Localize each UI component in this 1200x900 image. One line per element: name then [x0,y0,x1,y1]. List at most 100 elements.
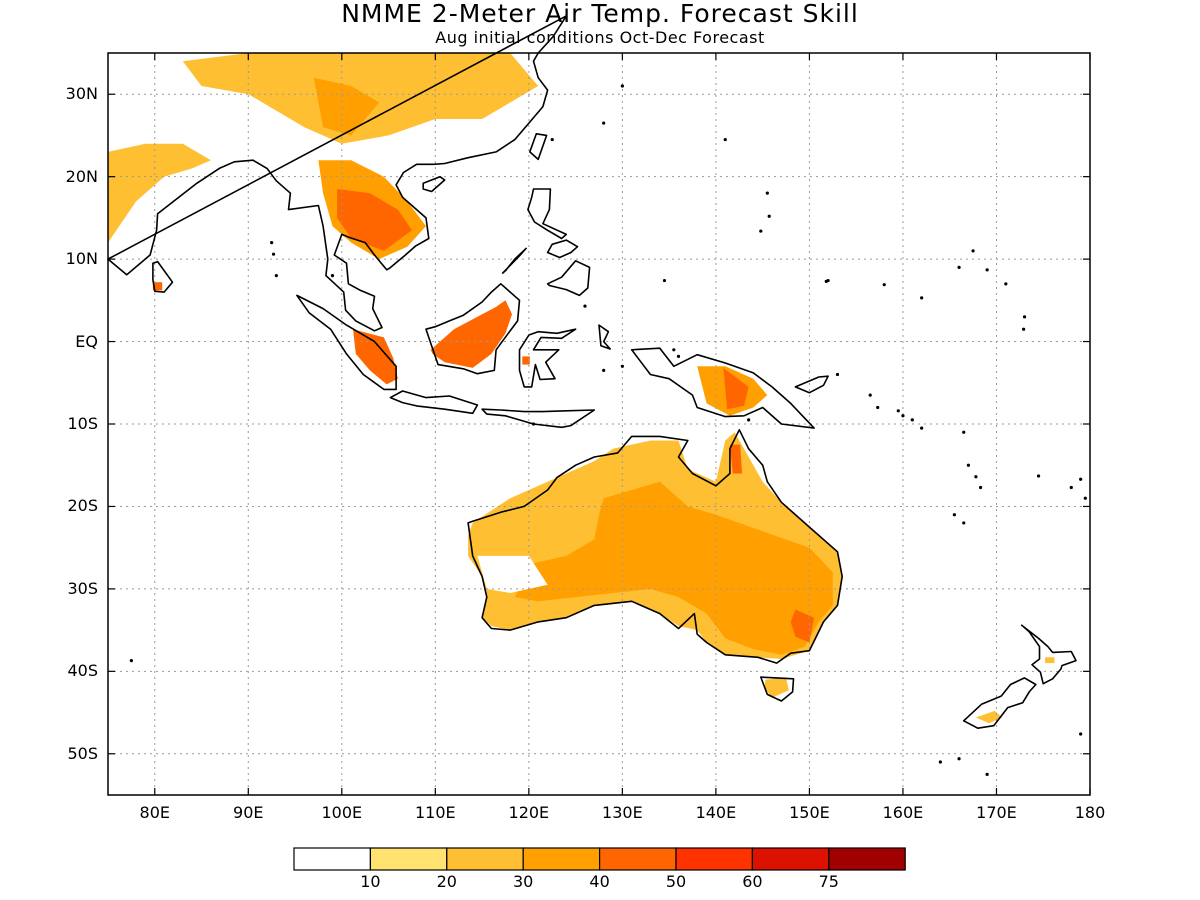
island-marker [765,191,769,195]
island-marker [747,418,751,422]
sri-lanka-coast [152,260,174,293]
island-marker [896,409,900,413]
india-skill [108,143,211,243]
map-title: NMME 2-Meter Air Temp. Forecast Skill [341,0,859,28]
island-marker [1079,732,1083,736]
skill-shading-layer [108,53,1055,724]
colorbar-swatch [293,847,372,871]
sulawesi-coast [518,328,577,388]
lon-label: 150E [789,803,830,822]
colorbar-swatch [751,847,830,871]
lon-label: 80E [139,803,170,822]
south-island-nz-coast [962,677,1037,729]
colorbar-swatch [369,847,448,871]
island-marker [971,249,975,253]
island-marker [270,241,274,245]
island-marker [129,659,133,663]
colorbar-swatch [828,847,906,871]
island-marker [966,463,971,467]
philippines-luzon-coast [527,188,568,240]
sumatra-coast [296,294,397,391]
island-marker [957,265,961,269]
lat-label: 50S [67,743,98,763]
lat-label: EQ [75,331,98,351]
borneo-coast [425,283,521,375]
lon-label: 110E [415,803,456,822]
island-marker [824,279,828,283]
island-marker [672,348,676,352]
lon-label: 100E [321,803,363,822]
sumatra-skill [353,329,398,385]
colorbar-label: 60 [742,872,763,891]
island-marker [1069,485,1073,490]
island-marker [835,372,840,377]
island-marker [882,283,886,287]
gridlines [108,53,1090,795]
island-marker [723,137,727,142]
halmahera-coast [598,324,611,350]
coastlines [107,15,1087,776]
lat-label: 30N [65,84,98,104]
island-marker [531,422,536,426]
island-marker [1079,477,1083,481]
mainland-asia-coast [107,15,568,332]
new-guinea-high-skill [723,367,749,410]
southwest-australia-low-skill [477,555,548,593]
island-marker [1004,282,1008,286]
island-marker [1083,496,1087,500]
island-marker [620,364,624,368]
island-marker [620,84,624,88]
north-island-nz-skill [1045,657,1055,664]
java-coast [389,390,479,415]
lon-label: 140E [695,803,737,822]
island-marker [920,296,924,300]
tasmania-skill [764,677,789,698]
island-marker [330,274,335,278]
philippines-mindanao-coast [546,260,591,297]
island-marker [583,304,587,308]
lon-label: 130E [602,803,643,822]
australia-coast [467,429,843,664]
lat-label: 30S [67,578,98,598]
indochina-high-skill [337,189,412,251]
island-marker [974,475,978,479]
island-marker [1036,474,1041,478]
island-marker [962,521,966,525]
island-marker [901,414,905,418]
island-marker [962,430,966,434]
island-marker [910,418,914,422]
island-marker [957,757,961,761]
lat-label: 10N [65,249,98,269]
new-guinea-coast [630,347,815,429]
colorbar-label: 75 [818,872,839,891]
australia-skill-40-50-north [729,444,743,474]
island-marker [271,252,276,256]
colorbar-label: 50 [665,872,687,891]
colorbar-label: 10 [360,872,381,891]
island-marker [759,229,763,233]
sulawesi-skill [522,356,530,365]
taiwan-coast [529,133,548,161]
sw-china-skill [313,77,380,136]
lat-label: 20S [67,496,98,516]
island-marker [938,760,942,764]
island-marker [602,368,606,373]
island-marker [274,274,278,278]
lat-label: 20N [65,166,98,186]
colorbar-swatch [522,847,601,871]
borneo-skill [430,300,512,368]
colorbar-label: 30 [513,872,534,891]
new-britain-coast [794,375,829,394]
colorbar-swatch [446,847,524,871]
island-marker [1021,327,1026,331]
island-marker [767,214,771,218]
colorbar-label: 40 [589,872,610,891]
island-marker [920,426,924,430]
colorbar [293,847,906,871]
colorbar-swatch [675,847,754,871]
north-island-nz-coast [1020,624,1077,685]
colorbar-label: 20 [436,872,457,891]
island-marker [868,393,872,397]
lat-label: 40S [67,661,98,681]
